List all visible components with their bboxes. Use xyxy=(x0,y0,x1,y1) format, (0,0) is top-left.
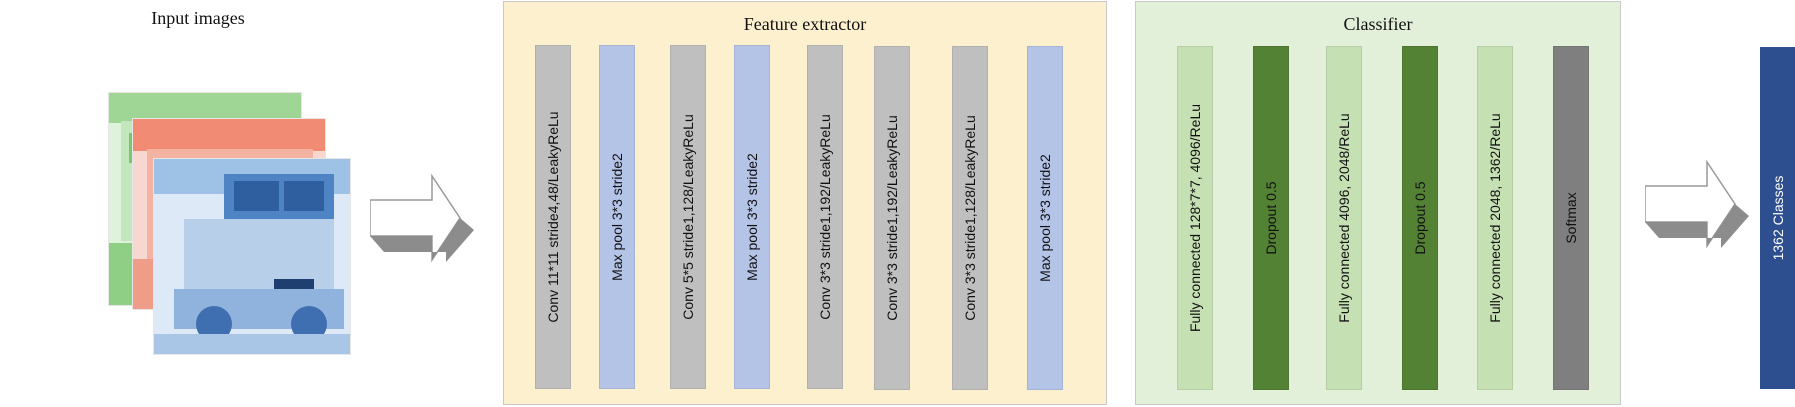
classifier-panel: Classifier Fully connected 128*7*7, 4096… xyxy=(1135,1,1621,405)
feature-extractor-layer-label: Max pool 3*3 stride2 xyxy=(744,153,760,281)
classifier-layer-fc: Fully connected 128*7*7, 4096/ReLu xyxy=(1177,46,1213,390)
feature-extractor-layer-label: Conv 11*11 stride4,48/LeakyReLu xyxy=(545,111,561,323)
feature-extractor-layer-label: Conv 3*3 stride1,192/LeakyReLu xyxy=(817,114,833,320)
classifier-layer-label: Dropout 0.5 xyxy=(1263,181,1279,255)
classifier-layer-label: Fully connected 4096, 2048/ReLu xyxy=(1336,113,1352,323)
classifier-layer-dropout: Dropout 0.5 xyxy=(1253,46,1289,390)
output-classes-label: 1362 Classes xyxy=(1769,175,1786,261)
classifier-layer-label: Fully connected 128*7*7, 4096/ReLu xyxy=(1187,103,1203,333)
arrow-right-icon xyxy=(370,173,474,263)
output-classes-block: 1362 Classes xyxy=(1760,47,1795,389)
feature-extractor-layer-pool: Max pool 3*3 stride2 xyxy=(599,45,635,389)
classifier-title: Classifier xyxy=(1343,14,1413,34)
classifier-layer-label: Softmax xyxy=(1563,192,1579,244)
classifier-layer-softmax: Softmax xyxy=(1553,46,1589,390)
classifier-layer-label: Fully connected 2048, 1362/ReLu xyxy=(1487,113,1503,323)
feature-extractor-layer-label: Max pool 3*3 stride2 xyxy=(1037,154,1053,282)
arrow-right-icon xyxy=(1645,159,1749,249)
feature-extractor-layer-conv: Conv 11*11 stride4,48/LeakyReLu xyxy=(535,45,571,389)
feature-extractor-layer-conv: Conv 3*3 stride1,128/LeakyReLu xyxy=(952,46,988,390)
input-images-title: Input images xyxy=(151,8,245,28)
classifier-layer-fc: Fully connected 2048, 1362/ReLu xyxy=(1477,46,1513,390)
feature-extractor-layer-pool: Max pool 3*3 stride2 xyxy=(734,45,770,389)
feature-extractor-layer-conv: Conv 3*3 stride1,192/LeakyReLu xyxy=(807,45,843,389)
classifier-layer-dropout: Dropout 0.5 xyxy=(1402,46,1438,390)
feature-extractor-panel: Feature extractor Conv 11*11 stride4,48/… xyxy=(503,1,1107,405)
classifier-layer-label: Dropout 0.5 xyxy=(1412,181,1428,255)
feature-extractor-title: Feature extractor xyxy=(743,14,867,34)
feature-extractor-layer-label: Max pool 3*3 stride2 xyxy=(609,153,625,281)
classifier-layer-fc: Fully connected 4096, 2048/ReLu xyxy=(1326,46,1362,390)
feature-extractor-layer-label: Conv 3*3 stride1,128/LeakyReLu xyxy=(962,115,978,321)
feature-extractor-layer-pool: Max pool 3*3 stride2 xyxy=(1027,46,1063,390)
feature-extractor-layer-label: Conv 5*5 stride1,128/LeakyReLu xyxy=(680,114,696,320)
input-image-blue-channel xyxy=(153,158,351,355)
feature-extractor-layer-label: Conv 3*3 stride1,192/LeakyReLu xyxy=(884,115,900,321)
feature-extractor-layer-conv: Conv 3*3 stride1,192/LeakyReLu xyxy=(874,46,910,390)
feature-extractor-layer-conv: Conv 5*5 stride1,128/LeakyReLu xyxy=(670,45,706,389)
